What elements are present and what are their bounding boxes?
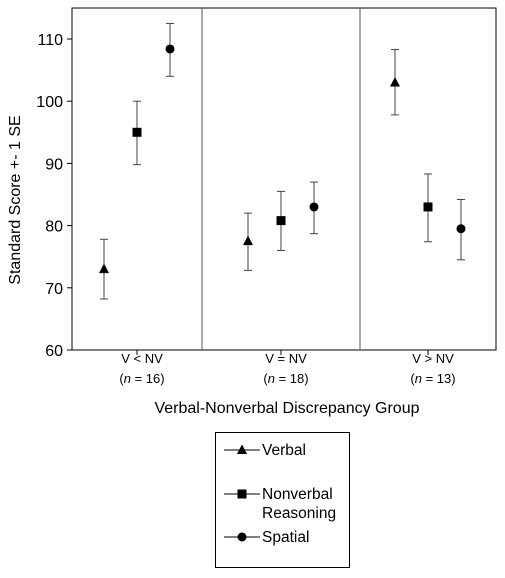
legend-label-spatial: Spatial <box>262 529 310 546</box>
x-tick-sublabel: (n = 16) <box>119 371 164 386</box>
x-tick-sublabel: (n = 18) <box>263 371 308 386</box>
legend: Verbal Nonverbal Reasoning Spatial <box>215 432 350 568</box>
point-nonverbal <box>423 202 433 212</box>
y-tick-label: 80 <box>45 219 63 236</box>
point-spatial <box>456 224 466 234</box>
legend-marker-spatial <box>224 532 260 542</box>
x-axis-label: Verbal-Nonverbal Discrepancy Group <box>154 400 419 417</box>
plot-axes: 60 70 80 90 100 110 V < NV (n = 16) V = NV (n = 1… <box>36 7 497 386</box>
legend-symbol <box>237 444 247 454</box>
point-nonverbal <box>276 216 286 226</box>
legend-label-nonverbal: Nonverbal Reasoning <box>262 486 337 522</box>
x-tick-label: V < NV <box>121 351 163 366</box>
x-tick-label: V = NV <box>265 351 307 366</box>
point-verbal <box>243 235 253 246</box>
y-tick-label: 60 <box>45 343 63 360</box>
point-spatial <box>309 202 319 212</box>
y-tick-label: 90 <box>45 156 63 173</box>
y-tick-label: 70 <box>45 281 63 298</box>
point-spatial <box>165 44 175 54</box>
point-nonverbal <box>132 127 142 137</box>
legend-symbol <box>237 532 247 542</box>
y-axis-label: Standard Score +- 1 SE <box>7 115 24 284</box>
x-tick-label: V > NV <box>412 351 454 366</box>
chart-marks <box>99 22 466 300</box>
y-tick-label: 110 <box>37 32 63 49</box>
legend-marker-verbal <box>224 444 260 454</box>
legend-symbol <box>237 489 247 499</box>
x-tick-sublabel: (n = 13) <box>410 371 455 386</box>
point-verbal <box>99 263 109 274</box>
legend-label-verbal: Verbal <box>262 442 306 459</box>
legend-marker-nonverbal <box>224 489 260 499</box>
y-tick-label: 100 <box>36 94 63 111</box>
plot-frame <box>71 7 497 351</box>
point-verbal <box>390 77 400 87</box>
